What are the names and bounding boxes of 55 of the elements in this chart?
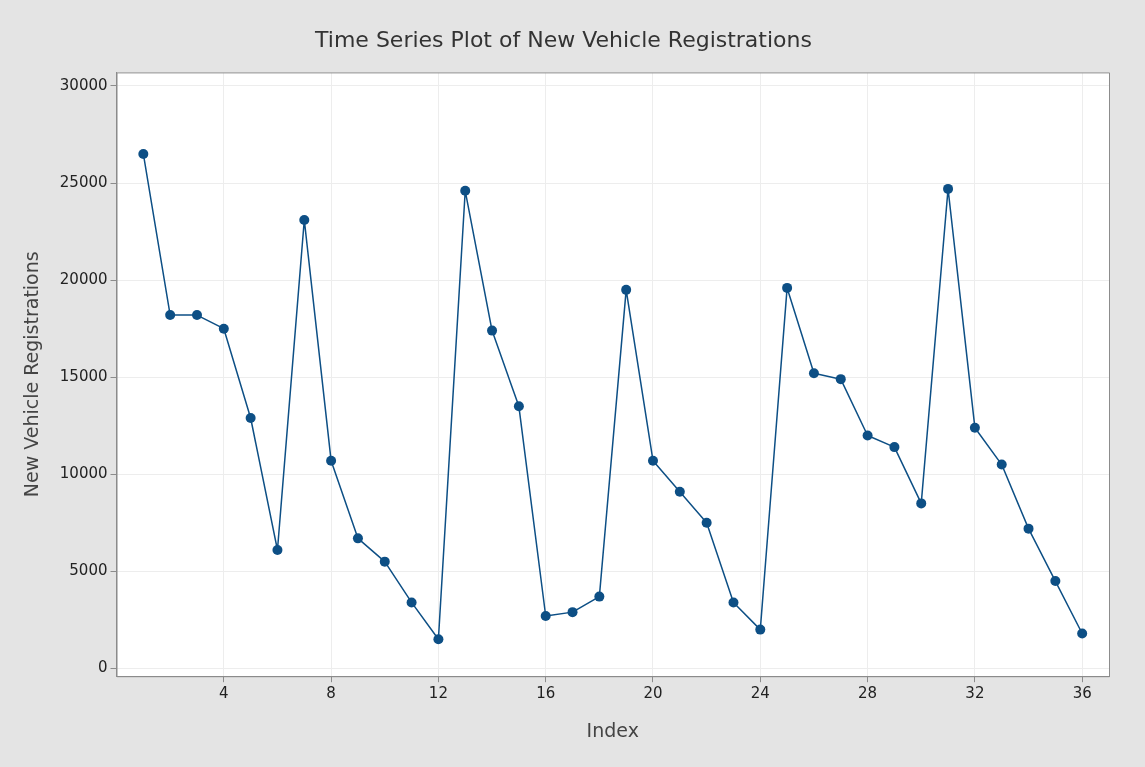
x-tick-label: 32 [965,684,985,703]
point [326,455,337,466]
point [996,459,1007,470]
point [245,412,256,423]
x-tick-label: 24 [750,684,770,703]
point [379,556,390,567]
point [674,486,685,497]
point [862,430,873,441]
x-axis-title: Index [586,718,639,741]
point [567,607,578,618]
point [594,591,605,602]
point [1050,576,1061,587]
x-tick-label: 28 [858,684,878,703]
x-tick-label: 4 [219,684,229,703]
point [728,597,739,608]
point [299,214,310,225]
point [540,611,551,622]
x-tick-label: 36 [1072,684,1092,703]
point [969,422,980,433]
point [272,545,283,555]
point [647,455,658,466]
point [406,597,417,608]
point [701,517,712,528]
y-tick-label: 0 [97,658,108,677]
point [165,310,176,321]
y-axis-title: New Vehicle Registrations [20,251,43,498]
y-tick-label: 15000 [59,367,108,386]
point [218,323,229,334]
chart-title: Time Series Plot of New Vehicle Registrations [314,26,812,52]
point [621,284,632,295]
x-tick-label: 20 [643,684,663,703]
point [513,401,524,412]
point [352,533,363,544]
point [191,310,202,321]
point [755,624,766,635]
point [916,498,927,509]
point [1077,628,1088,639]
point [1023,523,1034,534]
point [808,368,819,379]
y-tick-label: 30000 [59,75,108,94]
x-tick-label: 8 [326,684,336,703]
point [943,183,954,194]
x-tick-label: 16 [536,684,556,703]
point [835,374,846,385]
point [433,634,444,645]
point [487,325,498,336]
point [889,442,900,453]
point [460,185,471,196]
x-tick-label: 12 [428,684,448,703]
y-tick-label: 25000 [59,172,108,191]
y-tick-label: 5000 [69,561,108,580]
y-tick-label: 10000 [59,464,108,483]
point [782,282,793,293]
point [138,148,149,159]
y-tick-label: 20000 [59,270,108,289]
